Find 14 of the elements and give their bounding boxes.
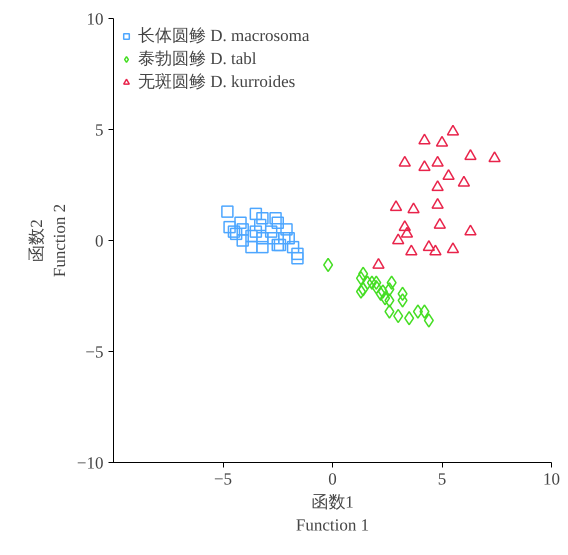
x-tick-label: 10 bbox=[543, 470, 560, 488]
x-tick-label: 0 bbox=[328, 470, 337, 488]
x-tick-label: 5 bbox=[438, 470, 446, 488]
y-tick-label: 10 bbox=[86, 10, 104, 28]
legend-label: 无斑圆鲹 D. kurroides bbox=[138, 71, 296, 93]
x-axis-title: 函数1 Function 1 bbox=[296, 492, 370, 534]
x-tick-label: −5 bbox=[214, 470, 232, 488]
y-axis-title: 函数2 Function 2 bbox=[27, 204, 69, 278]
legend-label: 长体圆鲹 D. macrosoma bbox=[138, 25, 310, 47]
y-tick-label: 0 bbox=[95, 232, 104, 250]
legend-label: 泰勃圆鲹 D. tabl bbox=[138, 48, 257, 70]
y-tick-label: −5 bbox=[85, 342, 104, 362]
y-tick-label: 5 bbox=[95, 120, 104, 140]
y-tick-label: −10 bbox=[76, 454, 104, 472]
